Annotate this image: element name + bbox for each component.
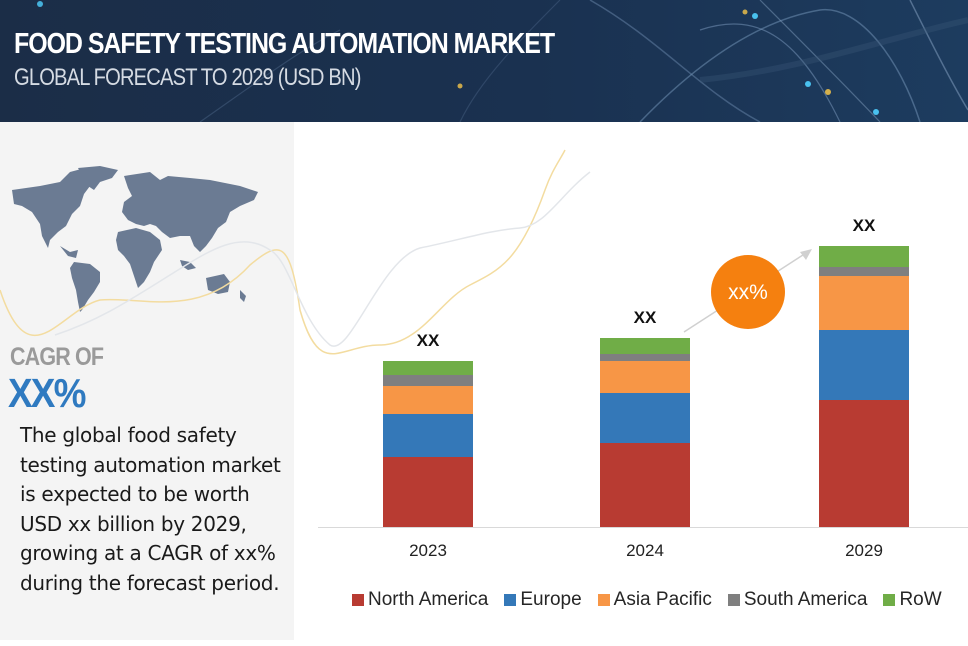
legend-item-north-america: North America <box>352 589 488 611</box>
chart-legend: North America Europe Asia Pacific South Ame… <box>352 588 942 612</box>
cagr-label: CAGR OF <box>10 343 104 371</box>
legend-item-row: RoW <box>883 589 942 611</box>
bar-segment-row-2023 <box>383 361 473 375</box>
legend-label: North America <box>368 589 489 610</box>
bar-segment-asia-pacific-2029 <box>819 276 909 330</box>
legend-item-asia-pacific: Asia Pacific <box>597 589 712 611</box>
bar-segment-south-america-2029 <box>819 267 909 276</box>
x-tick-label-2023: 2023 <box>409 541 447 560</box>
legend-swatch <box>727 594 740 606</box>
cagr-badge-label: xx% <box>728 281 768 304</box>
cagr-badge <box>711 255 785 329</box>
bar-segment-row-2029 <box>819 246 909 267</box>
legend-swatch <box>504 594 517 606</box>
legend-label: Asia Pacific <box>613 589 712 610</box>
fiber-lines-decoration <box>37 0 968 122</box>
market-description: The global food safety testing automatio… <box>20 423 281 595</box>
legend-swatch <box>597 594 610 606</box>
data-label-2024: XX <box>634 308 657 327</box>
header-banner: FOOD SAFETY TESTING AUTOMATION MARKET GL… <box>0 0 968 122</box>
legend-label: Europe <box>520 589 582 610</box>
legend-label: RoW <box>899 589 942 610</box>
legend-item-europe: Europe <box>504 589 582 611</box>
cagr-value: XX% <box>8 370 86 416</box>
x-tick-label-2024: 2024 <box>626 541 664 560</box>
decorative-swoosh-gray <box>54 171 591 347</box>
legend-label: South America <box>743 589 868 610</box>
bar-segment-europe-2024 <box>600 393 690 443</box>
cagr-arrow-head <box>800 249 812 260</box>
chart-subtitle: GLOBAL FORECAST TO 2029 (USD BN) <box>14 64 361 91</box>
bar-segment-asia-pacific-2024 <box>600 361 690 393</box>
bar-segment-asia-pacific-2023 <box>383 386 473 414</box>
x-tick-label-2029: 2029 <box>845 541 883 560</box>
world-map-icon <box>12 166 258 312</box>
bar-segment-south-america-2023 <box>383 375 473 386</box>
decorative-swoosh-gold <box>0 149 566 355</box>
bar-segment-north-america-2024 <box>600 443 690 527</box>
chart-title: FOOD SAFETY TESTING AUTOMATION MARKET <box>14 28 555 60</box>
bar-segment-north-america-2023 <box>383 457 473 527</box>
legend-swatch <box>883 594 896 606</box>
bar-segment-south-america-2024 <box>600 354 690 361</box>
legend-item-south-america: South America <box>727 589 868 611</box>
bar-segment-row-2024 <box>600 338 690 354</box>
bar-segment-europe-2029 <box>819 330 909 400</box>
legend-swatch <box>352 594 364 606</box>
bar-segment-north-america-2029 <box>819 400 909 527</box>
data-label-2023: XX <box>417 331 440 350</box>
bar-segment-europe-2023 <box>383 414 473 457</box>
data-label-2029: XX <box>853 216 876 235</box>
